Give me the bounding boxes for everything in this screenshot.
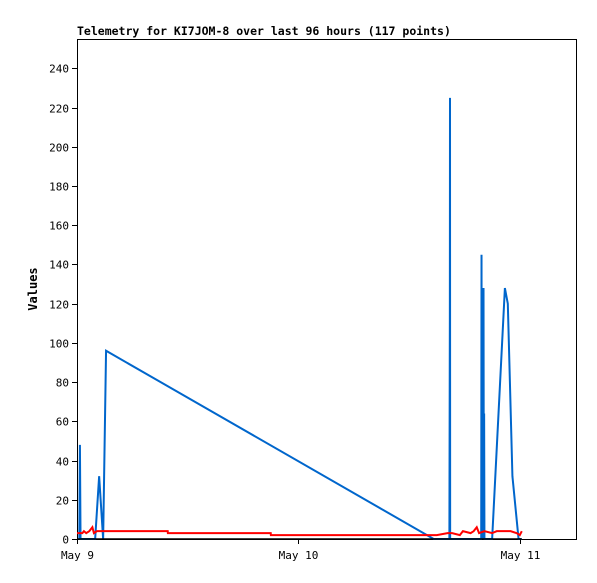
y-tick-label: 220 (49, 103, 69, 116)
y-axis-label: Values (26, 267, 40, 310)
y-tick-label: 240 (49, 63, 69, 76)
series-line-1 (78, 97, 522, 540)
series-line-2 (77, 525, 523, 537)
y-tick-label: 40 (56, 456, 69, 469)
plot-frame (77, 39, 577, 540)
y-tick-label: 0 (62, 534, 69, 547)
y-tick-label: 120 (49, 299, 69, 312)
x-tick-label: May 9 (61, 549, 94, 562)
y-tick-label: 180 (49, 181, 69, 194)
y-tick-label: 200 (49, 142, 69, 155)
plot-area: 0 20 40 60 80 100 120 140 160 180 200 220 240 May 9 Ma… (49, 39, 577, 562)
x-tick-label: May 10 (279, 549, 319, 562)
y-tick-label: 160 (49, 220, 69, 233)
x-tick-label: May 11 (501, 549, 541, 562)
chart-title: Telemetry for KI7JOM-8 over last 96 hour… (77, 24, 451, 38)
y-tick-label: 100 (49, 338, 69, 351)
y-tick-label: 60 (56, 416, 69, 429)
y-tick-label: 80 (56, 377, 69, 390)
y-tick-label: 140 (49, 259, 69, 272)
y-tick-label: 20 (56, 495, 69, 508)
